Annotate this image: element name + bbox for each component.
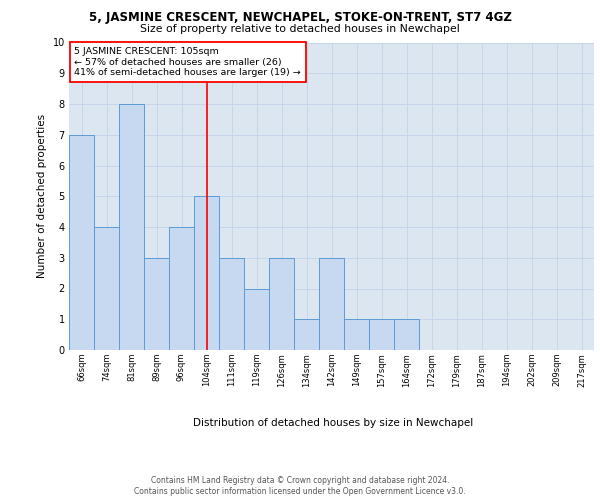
Bar bbox=[319, 258, 344, 350]
Bar bbox=[119, 104, 144, 350]
Bar bbox=[169, 227, 194, 350]
Bar bbox=[219, 258, 244, 350]
Bar bbox=[194, 196, 219, 350]
Bar bbox=[394, 320, 419, 350]
Text: Size of property relative to detached houses in Newchapel: Size of property relative to detached ho… bbox=[140, 24, 460, 34]
Bar bbox=[344, 320, 369, 350]
Bar bbox=[144, 258, 169, 350]
Bar bbox=[94, 227, 119, 350]
Bar bbox=[369, 320, 394, 350]
Bar bbox=[244, 288, 269, 350]
Text: Contains HM Land Registry data © Crown copyright and database right 2024.: Contains HM Land Registry data © Crown c… bbox=[151, 476, 449, 485]
Bar bbox=[294, 320, 319, 350]
Y-axis label: Number of detached properties: Number of detached properties bbox=[37, 114, 47, 278]
Text: Distribution of detached houses by size in Newchapel: Distribution of detached houses by size … bbox=[193, 418, 473, 428]
Bar bbox=[69, 134, 94, 350]
Text: 5 JASMINE CRESCENT: 105sqm
← 57% of detached houses are smaller (26)
41% of semi: 5 JASMINE CRESCENT: 105sqm ← 57% of deta… bbox=[74, 47, 301, 77]
Text: 5, JASMINE CRESCENT, NEWCHAPEL, STOKE-ON-TRENT, ST7 4GZ: 5, JASMINE CRESCENT, NEWCHAPEL, STOKE-ON… bbox=[89, 11, 511, 24]
Bar bbox=[269, 258, 294, 350]
Text: Contains public sector information licensed under the Open Government Licence v3: Contains public sector information licen… bbox=[134, 487, 466, 496]
